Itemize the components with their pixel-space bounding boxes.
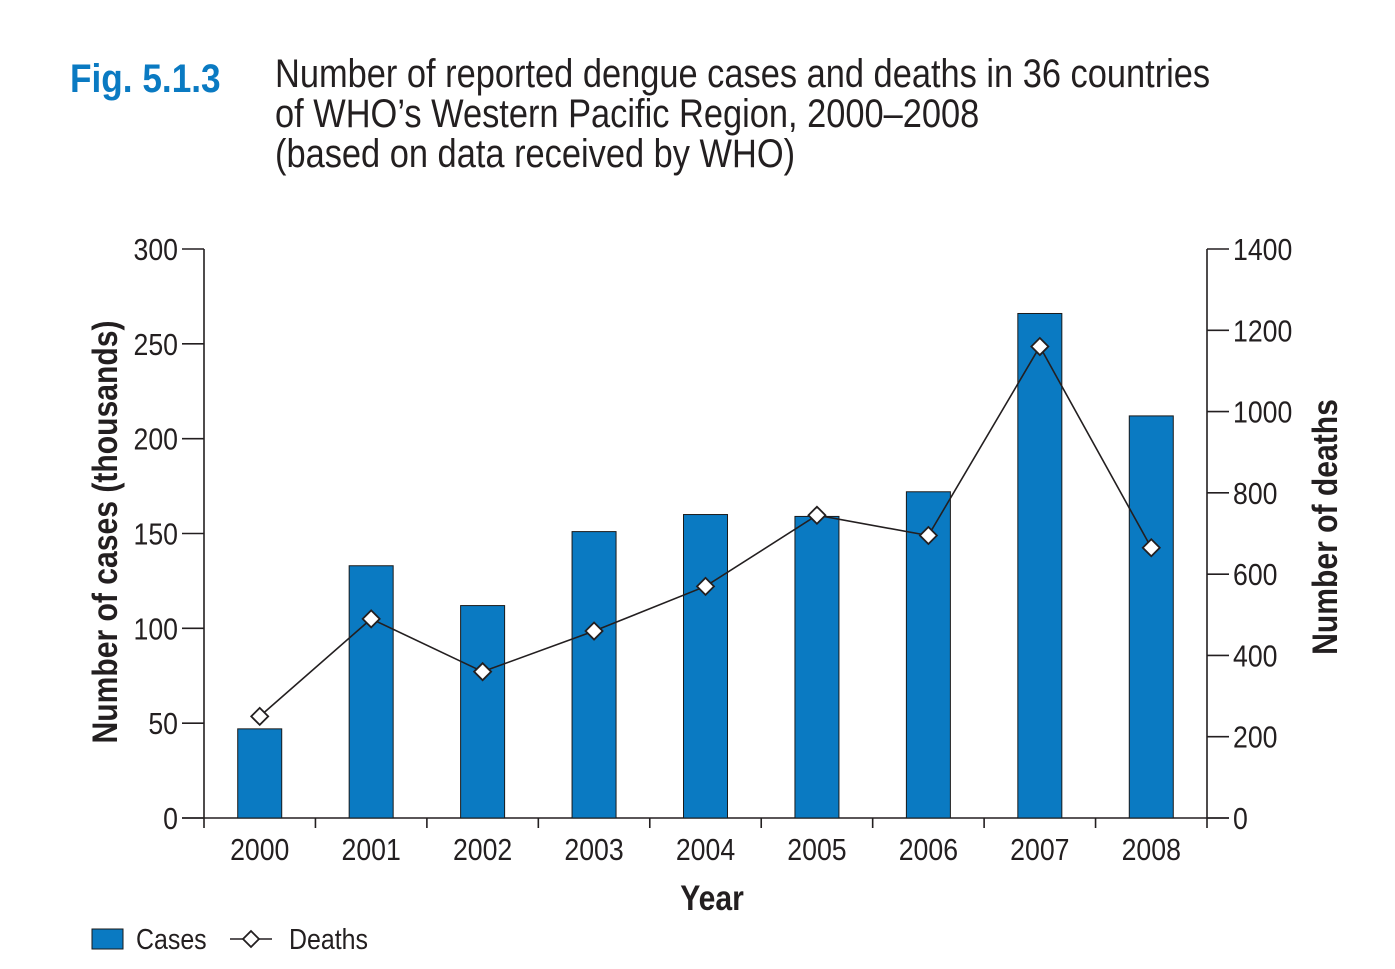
left-tick-label: 50 [148, 707, 178, 741]
right-tick-label: 1200 [1233, 314, 1292, 348]
cases-bar [571, 531, 617, 819]
left-tick-label: 100 [134, 613, 178, 647]
right-tick-label: 600 [1233, 558, 1277, 592]
x-tick-label: 2004 [676, 833, 735, 867]
cases-bar [683, 514, 728, 819]
figure-title-line-2: of WHO’s Western Pacific Region, 2000–20… [275, 92, 980, 136]
figure-title-block: Fig. 5.1.3 Number of reported dengue cas… [0, 0, 1395, 210]
left-tick-label: 0 [163, 802, 178, 836]
x-tick-label: 2005 [787, 833, 846, 867]
cases-bar [460, 605, 506, 819]
x-tick-label: 2006 [899, 833, 958, 867]
cases-bars [237, 312, 1174, 819]
x-tick-label: 2008 [1122, 833, 1181, 867]
cases-bar [1128, 415, 1174, 819]
figure-title-line-1: Number of reported dengue cases and deat… [275, 52, 1211, 96]
deaths-marker [472, 661, 493, 682]
legend-cases-swatch [91, 928, 124, 950]
right-tick-label: 0 [1233, 802, 1248, 836]
x-tick-label: 2000 [230, 833, 289, 867]
left-tick-label: 150 [134, 518, 178, 552]
right-tick-label: 800 [1233, 477, 1277, 511]
deaths-marker [1141, 537, 1162, 558]
x-tick-label: 2003 [564, 833, 623, 867]
right-tick-label: 400 [1233, 640, 1277, 674]
cases-bar [348, 565, 394, 819]
left-tick-label: 300 [134, 233, 178, 267]
deaths-line-series [249, 336, 1162, 727]
left-tick-label: 250 [134, 328, 178, 362]
legend-cases-label: Cases [136, 923, 207, 955]
deaths-marker [584, 621, 604, 641]
figure-title-line-3: (based on data received by WHO) [275, 132, 796, 176]
cases-bar [1017, 312, 1063, 819]
deaths-marker [695, 576, 716, 597]
figure-title: Number of reported dengue cases and deat… [275, 54, 1210, 174]
cases-bar [237, 728, 283, 819]
legend: Cases Deaths [91, 923, 368, 955]
figure-label: Fig. 5.1.3 [70, 57, 221, 101]
legend-deaths-marker [241, 929, 261, 949]
x-tick-label: 2007 [1010, 833, 1069, 867]
deaths-marker [1030, 336, 1050, 357]
deaths-marker [918, 525, 939, 546]
cases-bar [905, 491, 951, 819]
left-tick-label: 200 [134, 423, 178, 457]
right-tick-label: 200 [1233, 721, 1277, 755]
x-tick-label: 2001 [342, 833, 401, 867]
deaths-marker [807, 505, 827, 525]
deaths-marker [249, 706, 270, 727]
x-axis-title: Year [680, 878, 744, 918]
x-tick-label: 2002 [453, 833, 512, 867]
cases-bar [794, 515, 840, 819]
axis-labels: Year Number of cases (thousands) Number of… [85, 321, 1345, 918]
right-axis-title: Number of deaths [1305, 399, 1345, 655]
right-tick-label: 1400 [1233, 233, 1292, 267]
left-axis-title: Number of cases (thousands) [85, 321, 125, 744]
legend-deaths-label: Deaths [289, 923, 368, 955]
deaths-marker [361, 609, 381, 629]
chart-axes: 0 50 100 150 200 250 300 0 200 400 600 800 1000 1200 1… [134, 233, 1293, 867]
right-tick-label: 1000 [1233, 396, 1292, 430]
